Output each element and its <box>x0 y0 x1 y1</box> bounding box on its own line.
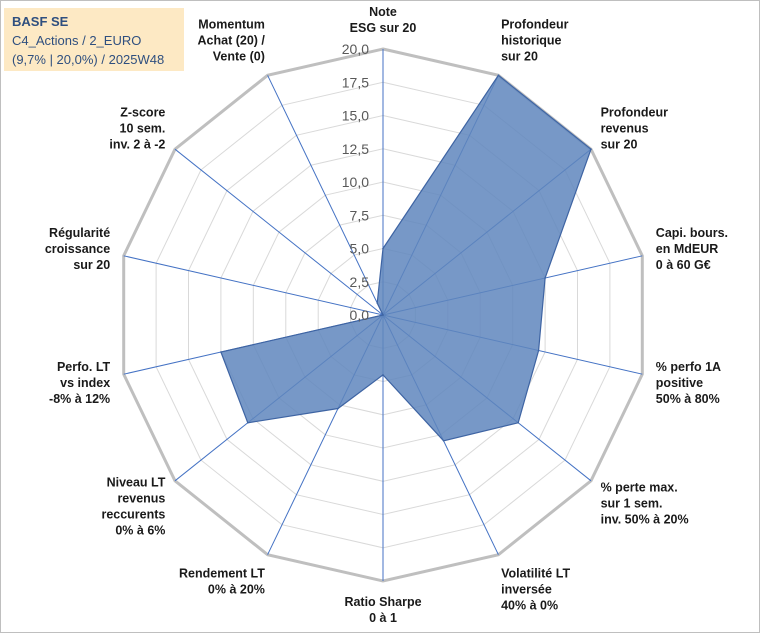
data-point-7 <box>382 374 384 376</box>
tick-label-8: 20,0 <box>342 41 369 57</box>
data-point-12 <box>382 314 384 316</box>
data-point-3 <box>544 277 546 279</box>
axis-label-4: % perfo 1A positive 50% à 80% <box>656 360 721 406</box>
data-point-6 <box>442 440 445 442</box>
radar-axis-labels: Note ESG sur 20 Profondeur historique sur 20… <box>45 5 728 625</box>
radar-series <box>220 74 592 442</box>
data-point-13 <box>376 302 379 304</box>
data-point-8 <box>337 407 339 410</box>
tick-label-3: 7,5 <box>350 207 370 223</box>
spoke-13 <box>267 75 384 316</box>
tick-label-1: 2,5 <box>350 274 370 290</box>
tick-label-0: 0,0 <box>350 307 370 323</box>
chart-subtitle-category: C4_Actions / 2_EURO <box>12 33 142 48</box>
tick-label-6: 15,0 <box>342 108 369 124</box>
axis-label-1: Profondeur historique sur 20 <box>501 17 568 63</box>
axis-label-3: Capi. bours. en MdEUR 0 à 60 G€ <box>656 226 728 272</box>
data-point-2 <box>590 148 592 150</box>
axis-label-8: Rendement LT 0% à 20% <box>179 567 265 597</box>
axis-label-9: Niveau LT revenus reccurents 0% à 6% <box>101 475 165 537</box>
axis-label-5: % perte max. sur 1 sem. inv. 50% à 20% <box>601 480 689 526</box>
tick-label-2: 5,0 <box>350 241 370 257</box>
axis-label-0: Note ESG sur 20 <box>350 5 417 35</box>
chart-title-box: BASF SE C4_Actions / 2_EURO (9,7% | 20,0… <box>4 8 184 71</box>
data-point-5 <box>517 422 519 424</box>
tick-label-4: 10,0 <box>342 174 369 190</box>
spoke-11 <box>123 255 384 316</box>
tick-label-5: 12,5 <box>342 141 369 157</box>
chart-subtitle-scores: (9,7% | 20,0%) / 2025W48 <box>12 52 165 67</box>
axis-label-13: Momentum Achat (20) / Vente (0) <box>198 17 266 63</box>
chart-title: BASF SE <box>12 14 69 29</box>
data-point-9 <box>247 422 249 424</box>
data-point-10 <box>220 351 222 353</box>
axis-label-6: Volatilité LT inversée 40% à 0% <box>501 567 570 613</box>
axis-label-7: Ratio Sharpe 0 à 1 <box>344 595 421 625</box>
spoke-12 <box>174 148 384 316</box>
data-point-1 <box>497 74 500 77</box>
axis-label-2: Profondeur revenus sur 20 <box>601 106 668 152</box>
radar-tick-labels: 0,0 2,5 5,0 7,5 10,0 12,5 15,0 17,5 20,0 <box>342 41 369 323</box>
tick-label-7: 17,5 <box>342 74 369 90</box>
series-area-0 <box>220 74 592 442</box>
axis-label-11: Régularité croissance sur 20 <box>45 226 110 272</box>
data-point-0 <box>382 247 384 250</box>
data-point-4 <box>537 349 540 352</box>
axis-label-12: Z-score 10 sem. inv. 2 à -2 <box>109 106 165 152</box>
axis-label-10: Perfo. LT vs index -8% à 12% <box>49 360 111 406</box>
